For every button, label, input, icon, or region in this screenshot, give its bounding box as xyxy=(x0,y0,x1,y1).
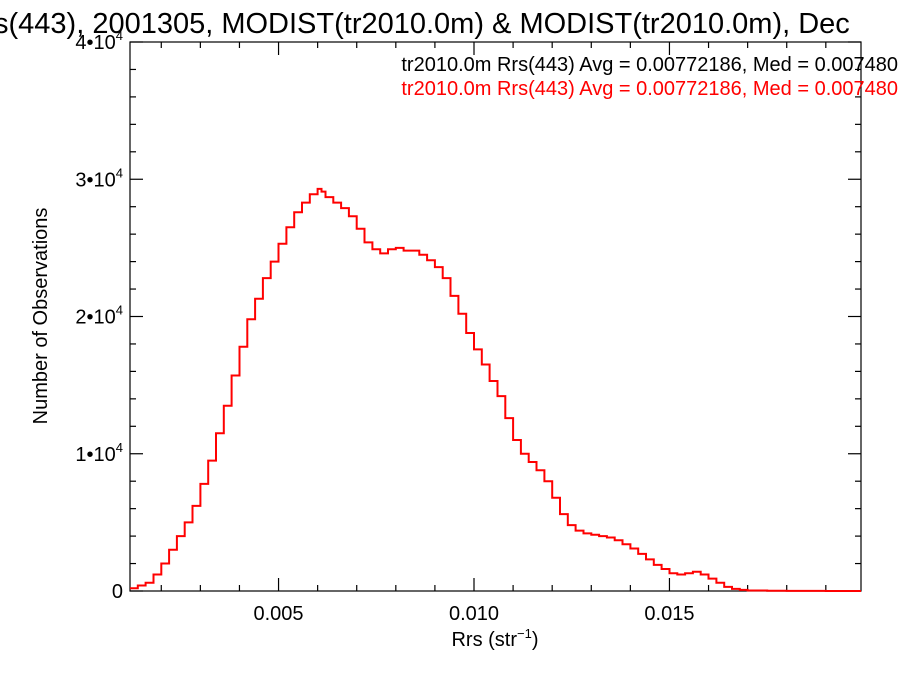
y-tick-label-exponent: 4 xyxy=(116,303,123,318)
y-tick-label: 2•104 xyxy=(75,303,123,329)
y-tick-label: 4•104 xyxy=(75,28,123,54)
x-axis-label: Rrs (str−1) xyxy=(451,626,538,651)
x-axis-label-sup: −1 xyxy=(517,626,532,641)
legend-entry: tr2010.0m Rrs(443) Avg = 0.00772186, Med… xyxy=(401,78,898,100)
y-tick-label-mantissa: 0 xyxy=(112,581,123,603)
x-tick-label: 0.010 xyxy=(449,603,499,625)
y-tick-label-exponent: 4 xyxy=(116,28,123,43)
series-line xyxy=(130,187,861,592)
y-tick-label-mantissa: 3•10 xyxy=(75,169,115,191)
y-tick-label-exponent: 4 xyxy=(116,165,123,180)
y-axis-label: Number of Observations xyxy=(30,208,52,425)
y-tick-label-mantissa: 4•10 xyxy=(75,32,115,54)
legend-entry: tr2010.0m Rrs(443) Avg = 0.00772186, Med… xyxy=(401,54,898,76)
x-tick-label: 0.005 xyxy=(254,603,304,625)
y-tick-label: 0 xyxy=(112,581,123,603)
legend: tr2010.0m Rrs(443) Avg = 0.00772186, Med… xyxy=(401,54,898,100)
y-tick-label: 1•104 xyxy=(75,440,123,466)
plot-frame xyxy=(129,41,862,592)
y-tick-label: 3•104 xyxy=(75,165,123,191)
chart-title: s(443), 2001305, MODIST(tr2010.0m) & MOD… xyxy=(0,8,850,40)
x-axis-label-base: Rrs (str xyxy=(451,629,517,651)
x-axis-ticks: 0.005 0.010 0.015 xyxy=(160,42,827,625)
x-tick-label: 0.015 xyxy=(644,603,694,625)
y-tick-label-mantissa: 2•10 xyxy=(75,307,115,329)
x-axis-label-end: ) xyxy=(532,629,539,651)
y-tick-label-exponent: 4 xyxy=(116,440,123,455)
y-tick-label-mantissa: 1•10 xyxy=(75,444,115,466)
